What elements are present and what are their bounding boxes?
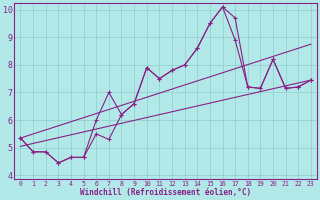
X-axis label: Windchill (Refroidissement éolien,°C): Windchill (Refroidissement éolien,°C) xyxy=(80,188,251,197)
